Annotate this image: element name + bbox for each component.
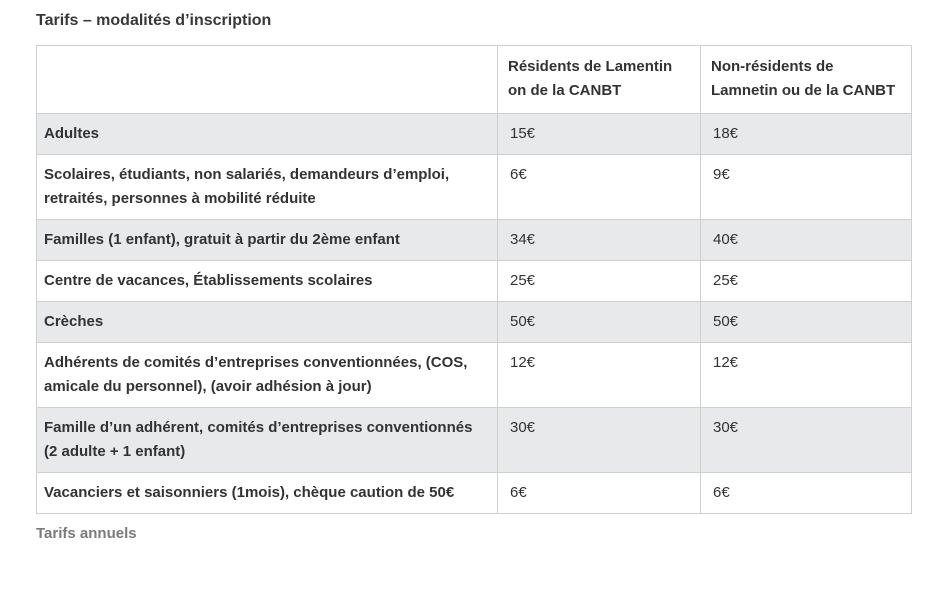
nonresident-price-cell: 30€ [700, 407, 912, 473]
category-cell: Crèches [36, 301, 498, 343]
category-cell: Adultes [36, 113, 498, 155]
nonresident-price-cell: 40€ [700, 219, 912, 261]
column-header-non-residents: Non-résidents de Lamnetin ou de la CANBT [700, 45, 912, 114]
category-cell: Centre de vacances, Établissements scola… [36, 260, 498, 302]
nonresident-price-cell: 6€ [700, 472, 912, 514]
nonresident-price-cell: 50€ [700, 301, 912, 343]
resident-price-cell: 50€ [497, 301, 701, 343]
table-row: Crèches 50€ 50€ [36, 301, 912, 343]
table-row: Centre de vacances, Établissements scola… [36, 260, 912, 302]
resident-price-cell: 12€ [497, 342, 701, 408]
table-row: Familles (1 enfant), gratuit à partir du… [36, 219, 912, 261]
page-title: Tarifs – modalités d’inscription [36, 12, 272, 29]
tarifs-table: Résidents de Lamentin on de la CANBT Non… [36, 45, 912, 514]
table-row: Adultes 15€ 18€ [36, 113, 912, 155]
category-cell: Familles (1 enfant), gratuit à partir du… [36, 219, 498, 261]
resident-price-cell: 6€ [497, 472, 701, 514]
nonresident-price-cell: 25€ [700, 260, 912, 302]
category-cell: Adhérents de comités d’entreprises conve… [36, 342, 498, 408]
column-header-residents: Résidents de Lamentin on de la CANBT [497, 45, 701, 114]
resident-price-cell: 30€ [497, 407, 701, 473]
table-row: Vacanciers et saisonniers (1mois), chèqu… [36, 472, 912, 514]
nonresident-price-cell: 9€ [700, 154, 912, 220]
header-row: Résidents de Lamentin on de la CANBT Non… [36, 45, 912, 114]
page: Tarifs – modalités d’inscription Résiden… [36, 12, 912, 542]
category-cell: Famille d’un adhérent, comités d’entrepr… [36, 407, 498, 473]
table-row: Famille d’un adhérent, comités d’entrepr… [36, 407, 912, 473]
table-row: Adhérents de comités d’entreprises conve… [36, 342, 912, 408]
resident-price-cell: 34€ [497, 219, 701, 261]
resident-price-cell: 6€ [497, 154, 701, 220]
table-row: Scolaires, étudiants, non salariés, dema… [36, 154, 912, 220]
column-header-category [36, 45, 498, 114]
nonresident-price-cell: 18€ [700, 113, 912, 155]
resident-price-cell: 15€ [497, 113, 701, 155]
category-cell: Vacanciers et saisonniers (1mois), chèqu… [36, 472, 498, 514]
category-cell: Scolaires, étudiants, non salariés, dema… [36, 154, 498, 220]
resident-price-cell: 25€ [497, 260, 701, 302]
nonresident-price-cell: 12€ [700, 342, 912, 408]
table-footer-label: Tarifs annuels [36, 525, 137, 542]
